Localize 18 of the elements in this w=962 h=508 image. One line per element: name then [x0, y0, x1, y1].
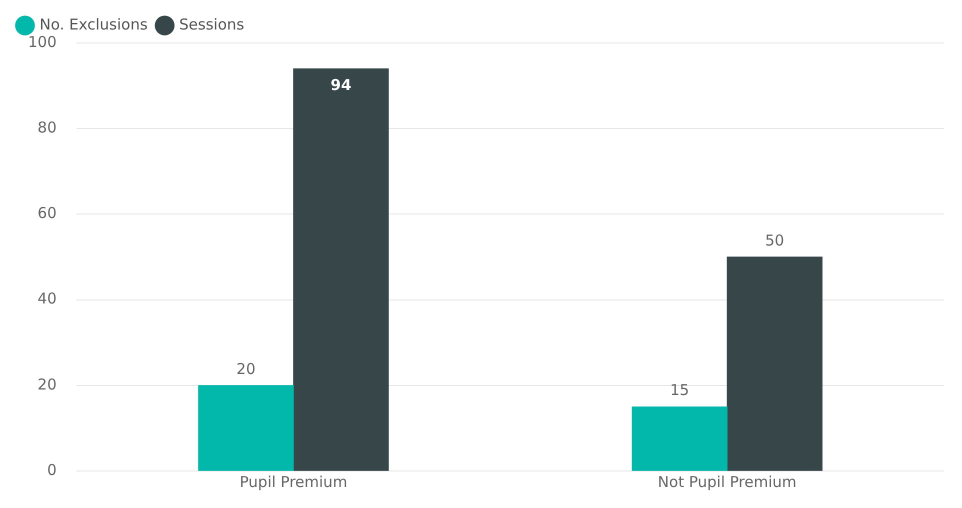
bar — [632, 406, 728, 471]
y-tick-label: 0 — [47, 460, 57, 479]
y-tick-label: 60 — [38, 204, 57, 222]
bar — [198, 385, 294, 471]
x-tick-label: Pupil Premium — [240, 472, 348, 491]
data-label: 50 — [765, 231, 784, 250]
y-tick-label: 40 — [38, 290, 57, 308]
data-label: 20 — [236, 360, 256, 378]
y-tick-label: 20 — [38, 375, 57, 394]
bar — [726, 256, 822, 471]
y-tick-label: 80 — [38, 118, 57, 136]
y-tick-label: 100 — [28, 32, 57, 51]
data-label: 15 — [670, 381, 690, 400]
bar — [293, 68, 389, 471]
data-label: 94 — [330, 76, 352, 94]
legend-label: Sessions — [179, 15, 244, 34]
legend-label: No. Exclusions — [40, 15, 148, 34]
x-tick-label: Not Pupil Premium — [658, 472, 797, 491]
